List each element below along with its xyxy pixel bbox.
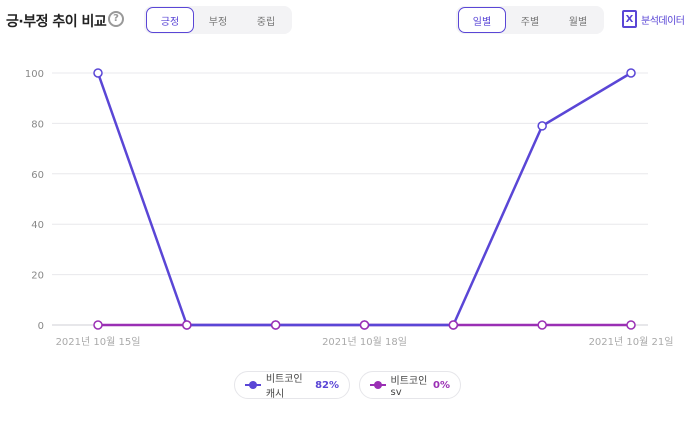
help-icon[interactable]: ? [108, 11, 124, 27]
legend-item-bitcoin-sv[interactable]: 비트코인sv 0% [359, 371, 461, 399]
x-tick-label: 2021년 10월 15일 [56, 336, 141, 348]
data-point[interactable] [93, 68, 103, 78]
legend-percent: 82% [315, 379, 339, 391]
data-point[interactable] [270, 320, 281, 330]
export-data-button[interactable]: X 분석데이터 [622, 10, 685, 28]
sentiment-tabs: 긍정 부정 중립 [144, 6, 292, 34]
legend-marker-icon [370, 381, 386, 389]
data-point[interactable] [93, 320, 103, 330]
y-tick-label: 100 [25, 69, 44, 80]
export-data-label: 분석데이터 [641, 15, 685, 27]
y-tick-label: 80 [31, 119, 44, 130]
series-lines [96, 71, 632, 327]
page-title: 긍·부정 추이 비교 [6, 14, 107, 30]
data-point[interactable] [626, 320, 636, 330]
tab-weekly[interactable]: 주별 [520, 16, 540, 28]
series-line-1 [96, 71, 632, 327]
y-axis: 0 20 40 60 80 100 [25, 69, 44, 332]
y-tick-label: 60 [31, 170, 44, 181]
tab-negative[interactable]: 부정 [208, 16, 228, 28]
series-points [93, 68, 636, 330]
legend-label: 비트코인sv [390, 376, 428, 398]
data-point[interactable] [359, 320, 370, 330]
y-tick-label: 0 [38, 321, 44, 332]
data-point[interactable] [448, 320, 459, 330]
tab-daily[interactable]: 일별 [458, 7, 506, 33]
excel-icon: X [622, 10, 637, 28]
x-tick-label: 2021년 10월 18일 [322, 336, 407, 348]
tab-positive[interactable]: 긍정 [146, 7, 194, 33]
period-tabs: 일별 주별 월별 [456, 6, 604, 34]
data-point[interactable] [182, 320, 192, 330]
data-point[interactable] [537, 121, 547, 131]
tab-neutral[interactable]: 중립 [256, 16, 276, 28]
legend-item-bitcoin-cash[interactable]: 비트코인캐시 82% [234, 371, 350, 400]
y-tick-label: 40 [31, 220, 44, 231]
legend-percent: 0% [433, 379, 450, 391]
data-point[interactable] [626, 68, 636, 78]
x-tick-label: 2021년 10월 21일 [589, 336, 674, 348]
tab-monthly[interactable]: 월별 [568, 16, 588, 28]
data-point[interactable] [537, 320, 547, 330]
x-axis: 2021년 10월 15일 2021년 10월 18일 2021년 10월 21일 [56, 336, 674, 348]
legend-label: 비트코인캐시 [265, 374, 303, 400]
y-tick-label: 20 [31, 271, 44, 282]
legend-marker-icon [245, 381, 261, 389]
